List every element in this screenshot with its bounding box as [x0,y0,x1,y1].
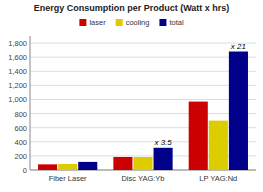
grid-line [30,43,256,44]
legend-item: cooling [116,18,150,27]
bar [58,164,77,170]
legend-label: laser [89,18,106,27]
y-tick-label: 1,400 [8,67,27,76]
title: Energy Consumption per Product (Watt x h… [34,3,230,13]
bar [189,102,208,170]
y-tick-label: 400 [14,138,27,147]
grid-line [30,71,256,72]
chart-container: Energy Consumption per Product (Watt x h… [0,0,263,192]
bar [154,148,173,170]
bar [229,52,248,170]
legend-label: cooling [126,18,150,27]
legend-swatch [116,19,123,26]
y-tick-label: 1,000 [8,95,27,104]
x-tick-label: LP YAG:Nd [199,174,237,183]
grid [30,43,256,170]
bar [78,162,97,170]
x-tick-label: Fiber Laser [49,174,87,183]
y-tick-label: 600 [14,124,27,133]
y-tick-label: 200 [14,152,27,161]
chart: Energy Consumption per Product (Watt x h… [0,0,263,192]
legend-swatch [159,19,166,26]
grid-line [30,57,256,58]
annotation: x 21 [230,42,246,51]
x-tick-label: Disc YAG:Yb [121,174,164,183]
y-tick-label: 1,200 [8,81,27,90]
y-axis [30,36,31,170]
y-tick-label: 800 [14,110,27,119]
bar [113,157,132,170]
y-tick-label: 1,800 [8,39,27,48]
annotation: x 3.5 [153,138,172,147]
grid-line [30,85,256,86]
legend-swatch [79,19,86,26]
legend-label: total [169,18,184,27]
legend: laser cooling total [79,18,184,27]
bars [38,52,248,170]
y-tick-label: 1,600 [8,53,27,62]
bar [38,164,57,170]
legend-item: total [159,18,184,27]
y-tick-label: 0 [23,166,27,175]
grid-line [30,99,256,100]
bar [133,157,152,170]
bar [209,121,228,170]
legend-item: laser [79,18,106,27]
grid-line [30,113,256,114]
